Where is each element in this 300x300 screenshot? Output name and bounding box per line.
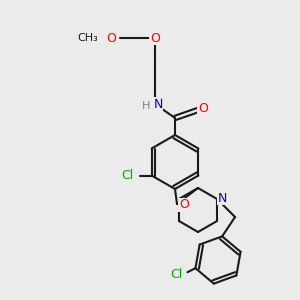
Text: O: O <box>106 32 116 44</box>
Text: Cl: Cl <box>170 268 183 281</box>
Text: N: N <box>218 191 227 205</box>
Text: O: O <box>150 32 160 44</box>
Text: CH₃: CH₃ <box>77 33 98 43</box>
Text: N: N <box>153 98 163 110</box>
Text: H: H <box>142 101 150 111</box>
Text: O: O <box>179 199 189 212</box>
Text: O: O <box>198 103 208 116</box>
Text: Cl: Cl <box>122 169 134 182</box>
